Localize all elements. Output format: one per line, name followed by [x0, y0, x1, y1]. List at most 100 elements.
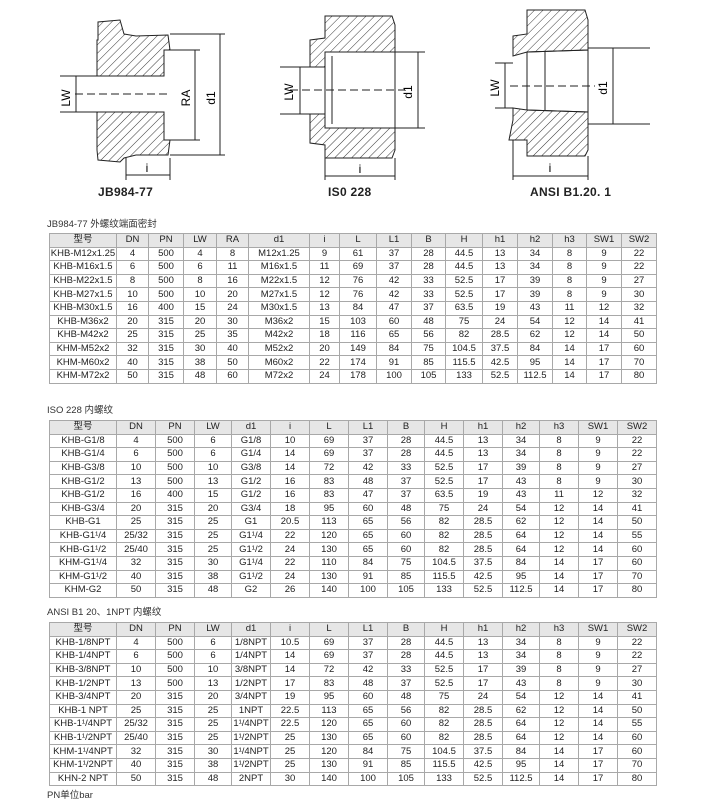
table-cell: 6	[116, 260, 149, 275]
column-header: h3	[539, 622, 579, 637]
table-cell: 85	[387, 569, 425, 585]
model-cell: KHM-G2	[49, 583, 117, 598]
jb984-drawing: LW RA d1 i	[59, 19, 225, 180]
table-cell: 16	[116, 300, 149, 316]
column-header: 型号	[49, 622, 117, 637]
table-cell: 27	[617, 460, 657, 476]
table-cell: 34	[502, 649, 540, 664]
table-cell: 34	[502, 635, 540, 651]
table-cell: 315	[155, 528, 195, 544]
table-cell: 30	[621, 287, 657, 302]
table-row: KHB-G1/4 6 500 6 G1/4 14 69 37 28 44.5 13 34 8 9 22	[49, 447, 657, 462]
table-cell: 1¹/4NPT	[231, 717, 271, 732]
table-cell: 35	[216, 328, 249, 343]
table-cell: 400	[155, 487, 195, 503]
model-cell: KHM-G1¹/2	[49, 569, 117, 585]
model-cell: KHB-M22x1.5	[49, 273, 117, 289]
figure-label-ansi: ANSI B1.20. 1	[530, 185, 612, 199]
table-cell: 27	[617, 662, 657, 678]
table-cell: 120	[309, 717, 349, 732]
table-cell: 11	[309, 260, 340, 275]
column-header: H	[445, 233, 483, 248]
table-cell: M36x2	[248, 314, 310, 330]
table-cell: 83	[309, 474, 349, 489]
table-cell: 12	[539, 730, 579, 746]
dim-ra: RA	[179, 90, 193, 107]
table-row: KHB-G1¹/2 25/40 315 25 G1¹/2 24 130 65 60 82 28.5 6…	[49, 542, 657, 557]
table-cell: 42	[376, 273, 412, 289]
table-cell: 10	[194, 662, 232, 678]
table-cell: G1¹/2	[231, 569, 271, 585]
table-cell: 6	[116, 447, 156, 462]
table-cell: 1¹/4NPT	[231, 744, 271, 759]
table-cell: 28.5	[463, 717, 503, 732]
table-cell: 60	[376, 314, 412, 330]
column-header: L	[339, 233, 377, 248]
table-cell: 62	[502, 703, 540, 719]
table-cell: 25/40	[116, 542, 156, 557]
table-cell: 6	[116, 649, 156, 664]
table-cell: 60	[348, 501, 388, 517]
table-cell: 40	[116, 757, 156, 773]
table-cell: 48	[387, 689, 425, 705]
table-cell: 34	[517, 260, 553, 275]
table-cell: 22.5	[270, 717, 310, 732]
table-cell: 9	[578, 460, 618, 476]
table-cell: 50	[116, 771, 156, 787]
model-cell: KHB-G1/4	[49, 447, 117, 462]
table-cell: 75	[387, 555, 425, 571]
table-cell: 65	[348, 703, 388, 719]
column-header: H	[424, 622, 464, 637]
table-cell: 500	[148, 273, 184, 289]
table-cell: 84	[502, 744, 540, 759]
table-cell: 12	[539, 515, 579, 530]
column-header: PN	[155, 420, 195, 435]
table-cell: 315	[155, 771, 195, 787]
table-cell: 40	[116, 355, 149, 370]
model-cell: KHB-G1/2	[49, 487, 117, 503]
table-cell: M30x1.5	[248, 300, 310, 316]
table-cell: 56	[411, 328, 446, 343]
column-header: d1	[248, 233, 310, 248]
table-cell: 41	[617, 501, 657, 517]
table-cell: 116	[339, 328, 377, 343]
table-cell: 25	[194, 528, 232, 544]
table-cell: 25	[116, 328, 149, 343]
table-cell: 20.5	[270, 515, 310, 530]
table-cell: 6	[194, 447, 232, 462]
column-header: d1	[231, 622, 271, 637]
table-cell: 44.5	[445, 246, 483, 262]
table-cell: 14	[539, 569, 579, 585]
table-cell: 37	[387, 676, 425, 691]
table-cell: 55	[617, 528, 657, 544]
table-cell: 28.5	[482, 328, 518, 343]
table-cell: 83	[309, 676, 349, 691]
table-cell: 17	[586, 355, 622, 370]
table-cell: 30	[270, 771, 310, 787]
table-cell: 22	[617, 433, 657, 449]
table-cell: 37	[411, 300, 446, 316]
table-row: KHB-1/8NPT 4 500 6 1/8NPT 10.5 69 37 28 44.5 13 34 8…	[49, 635, 657, 651]
table-cell: 75	[424, 501, 464, 517]
table-cell: 315	[155, 757, 195, 773]
table-cell: 500	[155, 447, 195, 462]
table-cell: 100	[348, 583, 388, 598]
table-cell: 315	[155, 730, 195, 746]
table-cell: 20	[116, 689, 156, 705]
table-cell: M22x1.5	[248, 273, 310, 289]
table-row: KHB-3/4NPT 20 315 20 3/4NPT 19 95 60 48 75 24 54 12 1…	[49, 689, 657, 705]
column-header: DN	[116, 420, 156, 435]
table-cell: 69	[309, 649, 349, 664]
table-cell: 47	[376, 300, 412, 316]
table-cell: 13	[463, 649, 503, 664]
table-cell: M16x1.5	[248, 260, 310, 275]
table-cell: 50	[621, 328, 657, 343]
table-row: KHB-M36x2 20 315 20 30 M36x2 15 103 60 48 75 24 54 12…	[49, 314, 657, 330]
table-cell: 17	[586, 368, 622, 384]
table-cell: 19	[463, 487, 503, 503]
dim-i: i	[146, 161, 149, 175]
table-cell: 18	[270, 501, 310, 517]
table-cell: 8	[539, 460, 579, 476]
table-row: KHB-G1¹/4 25/32 315 25 G1¹/4 22 120 65 60 82 28.5 6…	[49, 528, 657, 544]
